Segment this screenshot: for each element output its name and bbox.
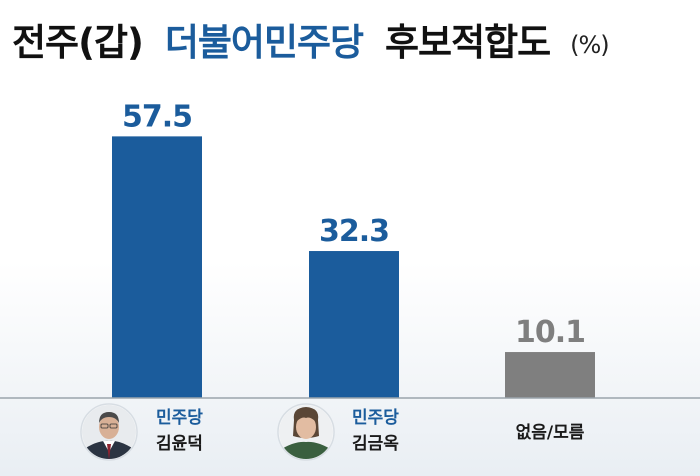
bar-3: [505, 352, 595, 398]
candidate-2-name: 김금옥: [352, 434, 399, 454]
candidate-2-party: 민주당: [352, 408, 399, 428]
bars-layer: 57.5 32.3 10.1: [112, 99, 595, 398]
bar-2-value-label: 32.3: [319, 214, 389, 249]
chart-title: 전주(갑) 더불어민주당 후보적합도 (%): [12, 21, 609, 64]
category-3-label: 없음/모름: [516, 423, 585, 443]
bar-3-value-label: 10.1: [515, 315, 585, 350]
bar-1: [112, 136, 202, 398]
candidate-1-name: 김윤덕: [156, 434, 203, 454]
category-labels: 민주당 김윤덕 민주당 김금옥 없음/모름: [80, 403, 585, 461]
candidate-1-label: 민주당 김윤덕: [80, 403, 203, 461]
category-3-name: 없음/모름: [516, 423, 585, 443]
candidate-1-party: 민주당: [156, 408, 203, 428]
title-region: 전주(갑): [12, 21, 143, 64]
bar-2: [309, 251, 399, 398]
bar-1-value-label: 57.5: [122, 99, 192, 134]
title-metric: 후보적합도: [385, 21, 550, 64]
title-party: 더불어민주당: [165, 21, 364, 64]
male-portrait-icon: [80, 403, 138, 461]
title-unit: (%): [570, 31, 609, 59]
